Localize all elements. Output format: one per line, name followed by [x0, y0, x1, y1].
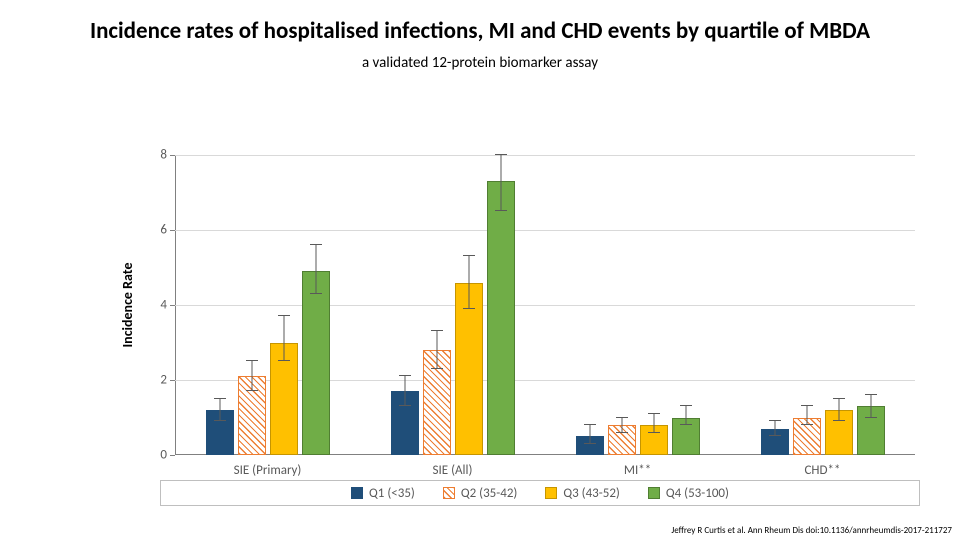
x-category-label: CHD**	[730, 463, 915, 478]
y-tick-mark	[170, 455, 175, 456]
error-cap	[214, 398, 226, 399]
error-cap	[584, 424, 596, 425]
error-bar	[500, 155, 501, 211]
error-cap	[431, 330, 443, 331]
error-bar	[621, 418, 622, 433]
error-cap	[584, 443, 596, 444]
error-cap	[801, 424, 813, 425]
error-cap	[278, 315, 290, 316]
error-cap	[616, 417, 628, 418]
legend-item-q2: Q2 (35-42)	[443, 486, 518, 501]
legend: Q1 (<35) Q2 (35-42) Q3 (43-52) Q4 (53-100)	[160, 480, 920, 506]
x-category-label: SIE (All)	[360, 463, 545, 478]
chart-area: Incidence Rate 02468SIE (Primary)SIE (Al…	[135, 155, 925, 455]
x-category-label: MI**	[545, 463, 730, 478]
legend-label: Q2 (35-42)	[461, 486, 518, 501]
error-bar	[468, 256, 469, 309]
legend-label: Q4 (53-100)	[666, 486, 729, 501]
error-cap	[801, 405, 813, 406]
bar-group: SIE (Primary)	[175, 155, 360, 455]
error-bar	[774, 421, 775, 436]
error-bar	[283, 316, 284, 361]
error-bar	[838, 399, 839, 422]
error-bar	[806, 406, 807, 425]
y-tick-label: 8	[160, 148, 167, 163]
legend-label: Q1 (<35)	[369, 486, 415, 501]
error-bar	[404, 376, 405, 406]
chart-subtitle: a validated 12-protein biomarker assay	[0, 54, 960, 72]
legend-item-q1: Q1 (<35)	[351, 486, 415, 501]
error-cap	[431, 368, 443, 369]
citation-text: Jeffrey R Curtis et al. Ann Rheum Dis do…	[671, 525, 952, 536]
error-cap	[399, 405, 411, 406]
legend-swatch	[545, 487, 557, 499]
error-cap	[495, 154, 507, 155]
bar-q4	[487, 181, 515, 455]
error-cap	[310, 244, 322, 245]
x-category-label: SIE (Primary)	[175, 463, 360, 478]
y-tick-label: 0	[160, 448, 167, 463]
bar-q4	[302, 271, 330, 455]
error-cap	[246, 360, 258, 361]
error-bar	[685, 406, 686, 425]
legend-label: Q3 (43-52)	[563, 486, 620, 501]
y-tick-label: 2	[160, 373, 167, 388]
error-bar	[653, 414, 654, 433]
error-cap	[769, 420, 781, 421]
error-bar	[315, 245, 316, 294]
error-cap	[680, 405, 692, 406]
error-bar	[251, 361, 252, 391]
chart-title: Incidence rates of hospitalised infectio…	[0, 0, 960, 44]
error-cap	[865, 394, 877, 395]
error-cap	[495, 210, 507, 211]
error-cap	[833, 398, 845, 399]
legend-item-q4: Q4 (53-100)	[648, 486, 729, 501]
plot-region: 02468SIE (Primary)SIE (All)MI**CHD**	[175, 155, 915, 455]
error-cap	[833, 420, 845, 421]
error-cap	[463, 255, 475, 256]
error-cap	[648, 413, 660, 414]
error-cap	[399, 375, 411, 376]
error-bar	[436, 331, 437, 369]
error-cap	[865, 417, 877, 418]
error-cap	[278, 360, 290, 361]
error-cap	[463, 308, 475, 309]
y-axis-label: Incidence Rate	[119, 262, 136, 347]
bar-group: CHD**	[730, 155, 915, 455]
error-cap	[616, 432, 628, 433]
error-cap	[648, 432, 660, 433]
error-cap	[769, 435, 781, 436]
bar-group: SIE (All)	[360, 155, 545, 455]
error-cap	[214, 420, 226, 421]
legend-swatch	[648, 487, 660, 499]
legend-item-q3: Q3 (43-52)	[545, 486, 620, 501]
y-tick-label: 6	[160, 223, 167, 238]
legend-swatch	[351, 487, 363, 499]
error-cap	[246, 390, 258, 391]
bar-group: MI**	[545, 155, 730, 455]
error-bar	[870, 395, 871, 418]
error-bar	[219, 399, 220, 422]
error-cap	[310, 293, 322, 294]
legend-swatch	[443, 487, 455, 499]
error-bar	[589, 425, 590, 444]
error-cap	[680, 424, 692, 425]
y-tick-label: 4	[160, 298, 167, 313]
